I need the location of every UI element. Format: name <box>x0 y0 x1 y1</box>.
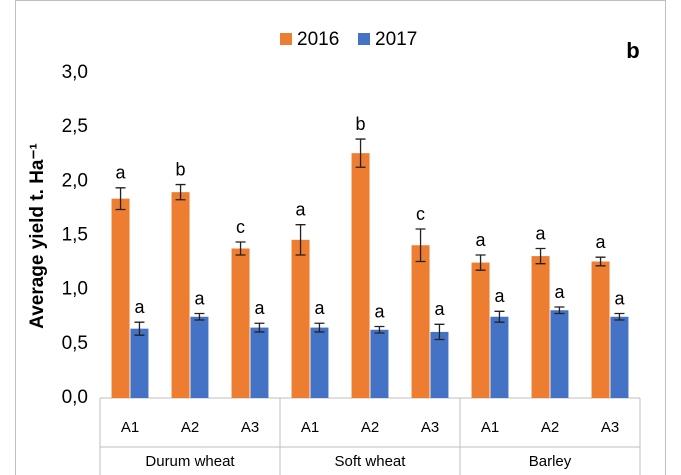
bar <box>250 327 269 398</box>
significance-letter: a <box>314 298 325 318</box>
x-tick-label: A2 <box>181 419 199 436</box>
legend-swatch <box>280 33 292 45</box>
bar <box>111 198 130 398</box>
error-bar <box>494 310 505 323</box>
bar <box>411 245 430 398</box>
error-bar <box>614 312 625 321</box>
bar <box>430 331 449 398</box>
significance-letter: a <box>494 286 505 306</box>
significance-letter: a <box>476 230 487 250</box>
bar <box>370 329 389 398</box>
bar <box>610 316 629 398</box>
error-bar <box>115 187 126 211</box>
significance-letter: c <box>416 204 425 224</box>
legend-label: 2016 <box>297 29 339 50</box>
bar <box>591 261 610 398</box>
error-bar <box>295 224 306 256</box>
significance-letter: a <box>374 301 385 321</box>
group-label: Barley <box>529 453 572 470</box>
bar <box>490 316 509 398</box>
y-tick-label: 3,0 <box>62 62 88 83</box>
y-tick-label: 1,0 <box>62 279 88 300</box>
significance-letter: a <box>296 199 307 219</box>
error-bar <box>134 321 145 336</box>
x-tick-label: A1 <box>121 419 139 436</box>
x-tick-label: A3 <box>601 419 619 436</box>
error-bar <box>434 323 445 341</box>
bar <box>291 239 310 398</box>
error-bar <box>175 183 186 201</box>
error-bar <box>235 241 246 256</box>
x-tick-label: A3 <box>241 419 259 436</box>
significance-letter: a <box>434 299 445 319</box>
legend-label: 2017 <box>375 29 417 50</box>
significance-letter: a <box>254 298 265 318</box>
significance-letter: b <box>356 114 366 134</box>
bar <box>310 327 329 398</box>
y-tick-label: 1,5 <box>62 225 88 246</box>
chart-border <box>15 0 666 475</box>
bar <box>130 328 149 398</box>
error-bar <box>374 325 385 334</box>
error-bar <box>194 312 205 321</box>
error-bar <box>595 256 606 267</box>
y-tick-label: 0,0 <box>62 387 88 408</box>
significance-letter: a <box>194 288 205 308</box>
significance-letter: a <box>596 232 607 252</box>
x-tick-label: A2 <box>361 419 379 436</box>
bar <box>171 192 190 398</box>
significance-letter: a <box>116 163 127 183</box>
significance-letter: a <box>134 297 145 317</box>
bar <box>231 248 250 398</box>
legend-swatch <box>358 33 370 45</box>
bar <box>550 310 569 398</box>
bar <box>471 262 490 398</box>
significance-letter: c <box>236 217 245 237</box>
error-bar <box>475 254 486 271</box>
bar <box>190 316 209 398</box>
error-bar <box>314 322 325 333</box>
group-label: Soft wheat <box>335 453 407 470</box>
x-tick-label: A3 <box>421 419 439 436</box>
y-axis-label: Average yield t. Ha⁻¹ <box>27 143 48 329</box>
significance-letter: b <box>176 159 186 179</box>
y-tick-label: 2,5 <box>62 116 88 137</box>
error-bar <box>554 306 565 315</box>
panel-label: b <box>626 38 639 63</box>
significance-letter: a <box>614 288 625 308</box>
x-tick-label: A1 <box>301 419 319 436</box>
bar <box>531 256 550 398</box>
bar <box>351 153 370 398</box>
y-tick-label: 2,0 <box>62 170 88 191</box>
error-bar <box>355 138 366 168</box>
group-label: Durum wheat <box>145 453 235 470</box>
error-bar <box>415 228 426 263</box>
x-tick-label: A2 <box>541 419 559 436</box>
y-tick-label: 0,5 <box>62 333 88 354</box>
error-bar <box>254 322 265 333</box>
x-tick-label: A1 <box>481 419 499 436</box>
significance-letter: a <box>536 223 547 243</box>
error-bar <box>535 247 546 265</box>
significance-letter: a <box>554 282 565 302</box>
